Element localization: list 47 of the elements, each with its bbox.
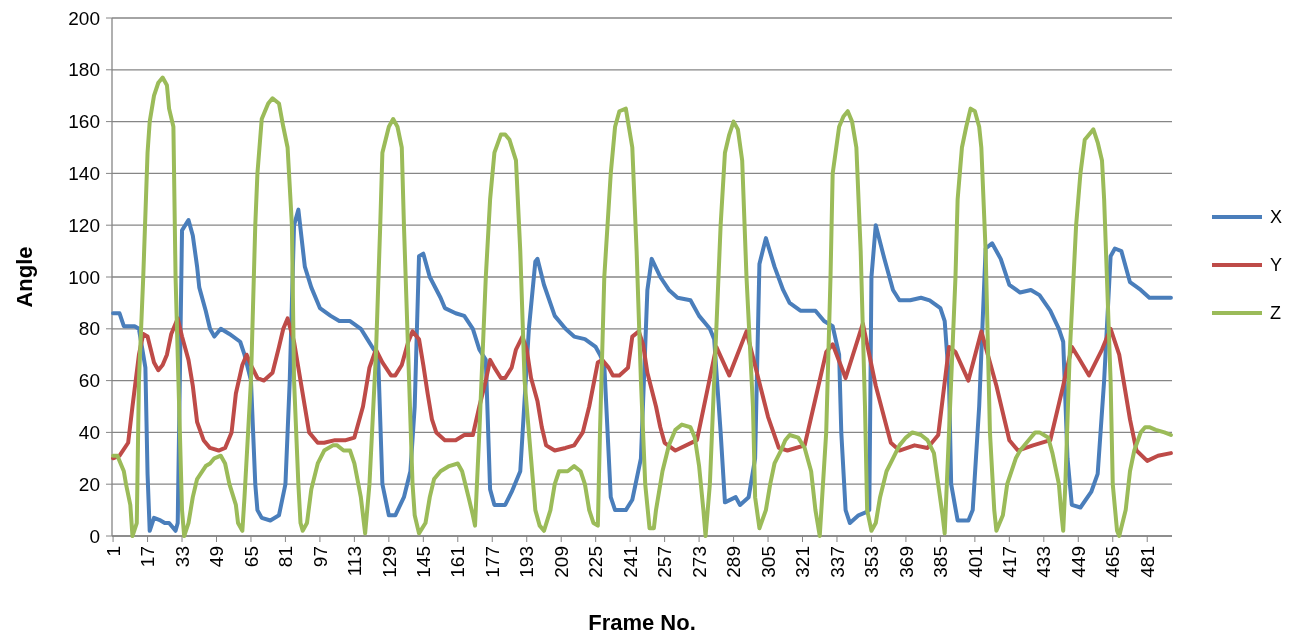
x-tick-label: 241 bbox=[619, 546, 641, 578]
x-tick-label: 481 bbox=[1136, 546, 1158, 578]
x-tick-label: 17 bbox=[137, 546, 159, 568]
x-tick-label: 33 bbox=[171, 546, 193, 568]
x-tick-label: 193 bbox=[516, 546, 538, 578]
y-tick-label: 0 bbox=[89, 525, 100, 547]
x-tick-label: 145 bbox=[412, 546, 434, 578]
x-tick-label: 1 bbox=[102, 546, 124, 557]
y-tick-label: 200 bbox=[68, 7, 100, 29]
x-tick-label: 321 bbox=[792, 546, 814, 578]
x-tick-label: 353 bbox=[861, 546, 883, 578]
x-tick-label: 369 bbox=[895, 546, 917, 578]
legend-label: Z bbox=[1270, 303, 1281, 324]
x-tick-label: 161 bbox=[447, 546, 469, 578]
y-tick-label: 20 bbox=[78, 473, 100, 495]
x-tick-label: 433 bbox=[1033, 546, 1055, 578]
y-tick-label: 40 bbox=[78, 422, 100, 444]
x-tick-label: 129 bbox=[378, 546, 400, 578]
y-tick-label: 80 bbox=[78, 318, 100, 340]
x-tick-label: 81 bbox=[275, 546, 297, 568]
x-tick-label: 177 bbox=[481, 546, 503, 578]
y-tick-label: 120 bbox=[68, 214, 100, 236]
legend-label: X bbox=[1270, 207, 1283, 228]
x-tick-label: 401 bbox=[964, 546, 986, 578]
y-tick-label: 140 bbox=[68, 163, 100, 185]
y-tick-label: 100 bbox=[68, 266, 100, 288]
x-tick-label: 337 bbox=[826, 546, 848, 578]
x-tick-label: 97 bbox=[309, 546, 331, 568]
x-axis-title: Frame No. bbox=[588, 610, 696, 635]
x-tick-label: 257 bbox=[654, 546, 676, 578]
y-tick-label: 160 bbox=[68, 111, 100, 133]
x-tick-label: 49 bbox=[206, 546, 228, 568]
legend-label: Y bbox=[1270, 255, 1283, 276]
x-tick-label: 113 bbox=[344, 546, 366, 577]
x-tick-label: 449 bbox=[1067, 546, 1089, 578]
x-tick-label: 465 bbox=[1102, 546, 1124, 578]
x-tick-label: 289 bbox=[723, 546, 745, 578]
x-tick-label: 273 bbox=[688, 546, 710, 578]
x-tick-label: 225 bbox=[585, 546, 607, 578]
y-tick-label: 180 bbox=[68, 59, 100, 81]
y-axis-title: Angle bbox=[12, 246, 37, 308]
x-tick-label: 417 bbox=[998, 546, 1020, 578]
y-tick-label: 60 bbox=[78, 370, 100, 392]
x-tick-label: 65 bbox=[240, 546, 262, 568]
x-tick-label: 305 bbox=[757, 546, 779, 578]
x-tick-label: 385 bbox=[930, 546, 952, 578]
x-tick-label: 209 bbox=[550, 546, 572, 578]
